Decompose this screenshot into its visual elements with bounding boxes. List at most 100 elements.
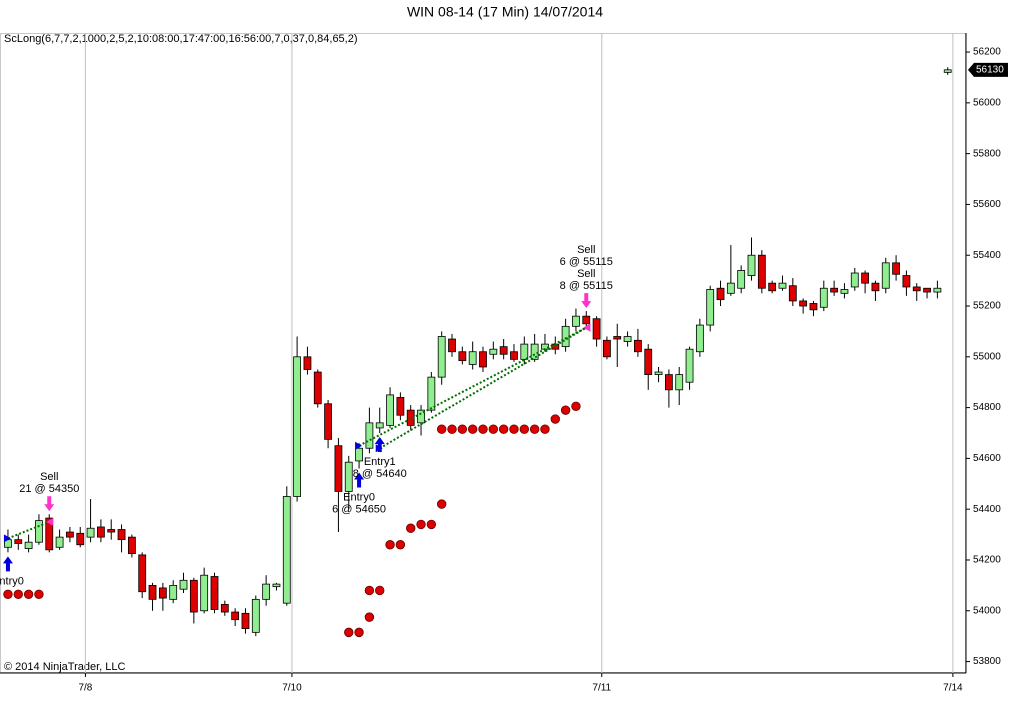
candle-body: [468, 351, 477, 365]
stop-dot: [406, 523, 416, 533]
stop-dot: [23, 589, 34, 599]
candle-body: [912, 286, 921, 292]
candle-body: [107, 529, 116, 533]
stop-dot: [344, 627, 354, 638]
candle-body: [210, 576, 219, 610]
stop-dot: [529, 424, 540, 434]
stop-dot: [416, 519, 426, 530]
copyright: © 2014 NinjaTrader, LLC: [4, 661, 125, 673]
candle-body: [24, 541, 33, 549]
candle-body: [788, 285, 797, 302]
candle-body: [417, 409, 425, 424]
candle-body: [706, 289, 715, 326]
candle-body: [510, 351, 518, 360]
candle-body: [757, 254, 766, 289]
candle-body: [881, 262, 890, 289]
y-tick-label: 54000: [973, 605, 1001, 616]
y-tick-label: 53800: [973, 656, 1001, 667]
x-tick-label: 7/8: [78, 683, 92, 694]
entry-marker: [3, 534, 11, 543]
candle-body: [324, 403, 332, 440]
candle-body: [675, 374, 684, 391]
candle-body: [623, 336, 632, 342]
x-tick-label: 7/14: [943, 683, 963, 694]
candle-body: [850, 272, 859, 288]
candle-body: [582, 315, 591, 325]
candle-body: [830, 287, 839, 293]
candle-body: [561, 325, 570, 348]
stop-dot: [560, 405, 571, 415]
candle-body: [148, 584, 157, 600]
candle-body: [86, 527, 95, 538]
candle-body: [572, 315, 580, 327]
stop-dot: [34, 589, 44, 599]
candle-body: [634, 339, 642, 353]
candle-body: [613, 336, 622, 340]
candle-body: [458, 351, 467, 362]
candle-body: [530, 343, 539, 360]
chart-title: WIN 08-14 (17 Min) 14/07/2014: [407, 4, 603, 20]
entry-marker: [355, 441, 363, 450]
candle-body: [644, 348, 653, 375]
stop-dot: [488, 424, 499, 434]
y-tick-label: 55000: [973, 351, 1001, 362]
candle-body: [220, 604, 229, 613]
stop-dot: [478, 424, 488, 434]
entry-arrow: [354, 472, 365, 488]
candle-body: [747, 254, 756, 276]
candle-body: [138, 554, 147, 593]
candle-body: [14, 539, 23, 544]
exit-label: Sell: [577, 268, 595, 280]
stop-dot: [13, 589, 23, 599]
candle-body: [799, 300, 808, 307]
stop-dot: [426, 519, 437, 530]
candle-body: [334, 445, 343, 492]
candle-body: [768, 282, 777, 292]
candle-body: [861, 272, 870, 284]
candle-body: [262, 583, 271, 600]
y-tick-label: 56200: [973, 47, 1001, 58]
stop-dot: [375, 585, 385, 596]
candle-body: [158, 587, 167, 599]
candle-body: [272, 583, 281, 588]
trade-line: [358, 326, 587, 447]
exit-marker: [583, 323, 591, 332]
candle-body: [200, 574, 209, 612]
candle-body: [437, 336, 446, 378]
y-tick-label: 55200: [973, 301, 1001, 312]
stop-dot: [498, 424, 509, 434]
stop-dot: [354, 627, 364, 638]
stop-dot: [395, 540, 406, 550]
y-tick-label: 55600: [973, 199, 1001, 210]
candle-body: [871, 282, 880, 292]
entry-text: 6 @ 54650: [332, 503, 386, 515]
candle-body: [840, 289, 849, 294]
y-tick-label: 56000: [973, 97, 1001, 108]
candle-body: [448, 338, 456, 353]
candle-body: [923, 287, 931, 293]
stop-dot: [364, 612, 375, 622]
stop-dot: [509, 424, 519, 434]
trade-line: [7, 520, 50, 540]
entry-label: Entry0: [343, 491, 375, 503]
y-tick-label: 54800: [973, 402, 1001, 413]
stop-dot: [385, 540, 395, 550]
exit-label: Sell: [40, 471, 58, 483]
stop-dot: [436, 424, 447, 434]
stop-dot: [571, 401, 581, 412]
entry-arrow: [2, 556, 13, 572]
candle-body: [179, 579, 188, 590]
candle-body: [313, 371, 322, 405]
candle-body: [344, 461, 353, 492]
entry-arrow: [374, 437, 385, 452]
y-tick-label: 54600: [973, 453, 1001, 464]
candle-body: [365, 422, 374, 449]
stop-dot: [467, 424, 478, 434]
candle-body: [892, 262, 900, 275]
candle-body: [231, 611, 240, 621]
candle-body: [902, 275, 911, 288]
candle-body: [66, 531, 74, 538]
candle-body: [282, 496, 291, 604]
